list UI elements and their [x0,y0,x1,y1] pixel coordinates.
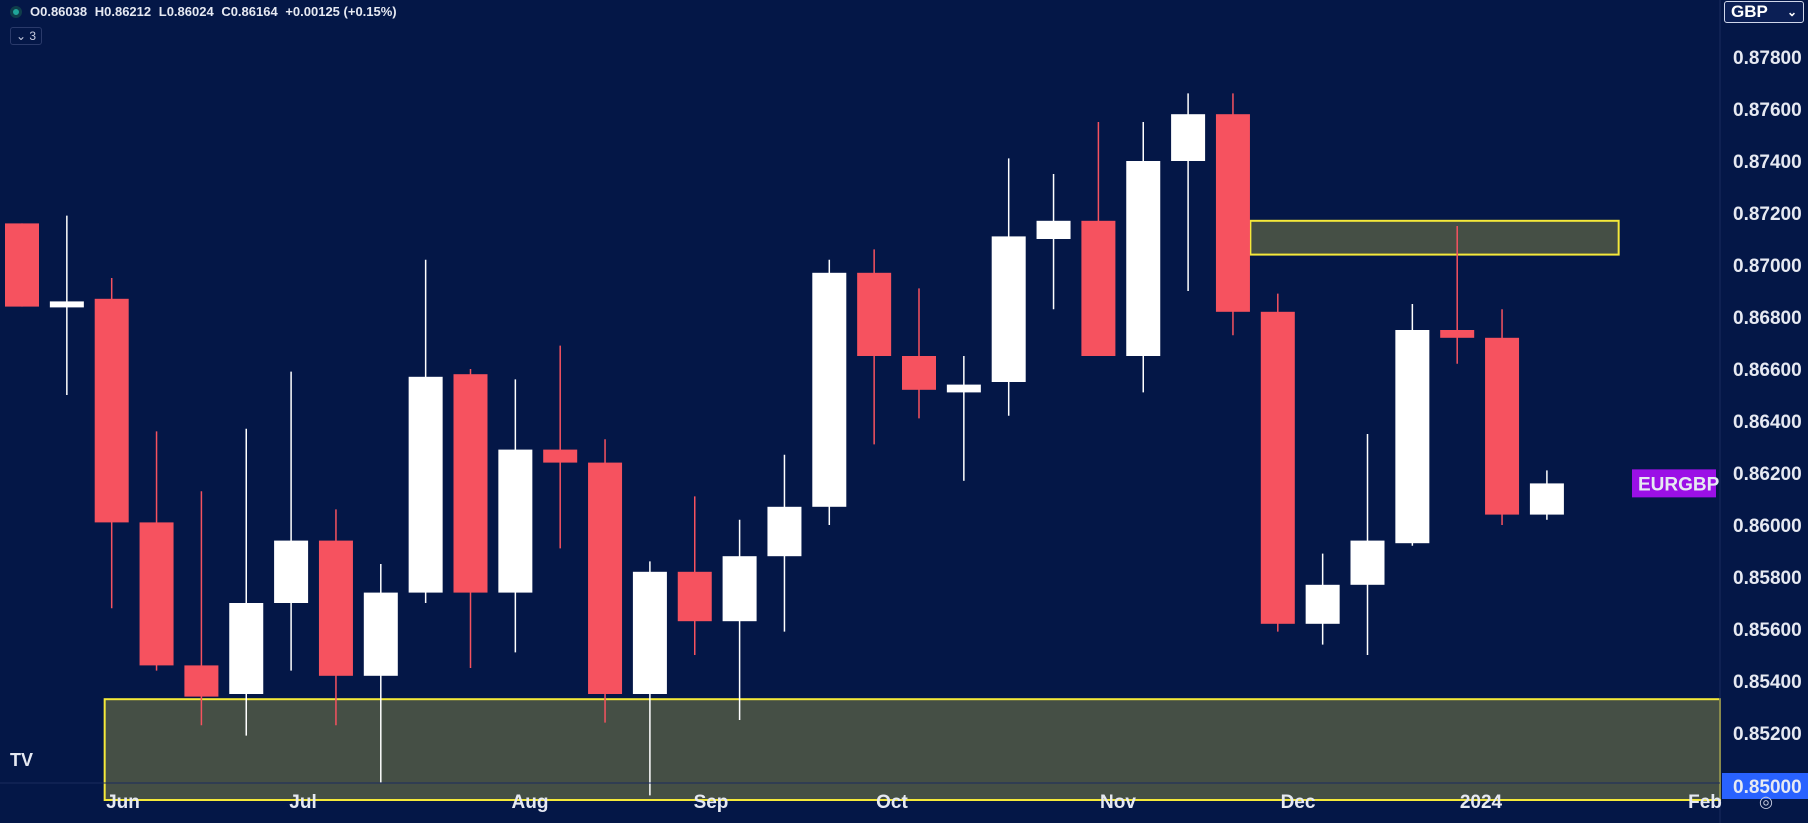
candle-body[interactable] [1260,311,1295,624]
chevron-down-icon: ⌄ [1786,5,1797,19]
x-tick-label: Nov [1100,792,1136,813]
chevron-down-icon: ⌄ [16,29,27,43]
candle-body[interactable] [94,298,129,523]
candle-body[interactable] [1171,114,1206,161]
y-tick-label: 0.87000 [1733,256,1802,277]
candle-body[interactable] [1485,337,1520,515]
support-zone[interactable] [103,698,1721,802]
y-tick-label: 0.87600 [1733,100,1802,121]
currency-label: GBP [1731,2,1768,21]
open-value: O0.86038 [30,4,88,19]
y-tick-label: 0.85600 [1733,620,1802,641]
y-tick-label: 0.86800 [1733,308,1802,329]
candle-body[interactable] [184,665,219,697]
resistance-zone[interactable] [1249,219,1620,256]
candle-body[interactable] [1215,114,1250,312]
indicators-toggle[interactable]: ⌄ 3 [10,27,43,45]
x-tick-label: Feb [1688,792,1722,813]
candle-body[interactable] [318,540,353,676]
tradingview-logo-icon: TV [10,750,34,770]
candle-body[interactable] [1350,540,1385,585]
indicators-count: 3 [29,29,37,43]
x-tick-label: Sep [694,792,729,813]
x-tick-label: Oct [876,792,908,813]
candle-body[interactable] [946,384,981,393]
candle-body[interactable] [1126,161,1161,356]
candle-body[interactable] [1305,584,1340,624]
candle-body[interactable] [1395,330,1430,544]
candle-body[interactable] [812,272,847,507]
x-tick-label: Aug [512,792,549,813]
y-tick-label: 0.87800 [1733,48,1802,69]
y-tick-label: 0.87400 [1733,152,1802,173]
candle-body[interactable] [902,356,936,390]
candle-body[interactable] [722,556,757,622]
candle-body[interactable] [1036,220,1071,239]
candle-body[interactable] [1081,220,1116,356]
x-tick-label: Jun [106,792,140,813]
currency-selector[interactable]: GBP ⌄ [1724,1,1804,23]
candle-body[interactable] [498,449,533,593]
candle-body[interactable] [139,522,174,666]
ohlc-header: O0.86038 H0.86212 L0.86024 C0.86164 +0.0… [10,4,401,19]
y-tick-label: 0.86400 [1733,412,1802,433]
y-tick-label: 0.86600 [1733,360,1802,381]
candle-body[interactable] [49,301,84,308]
high-value: H0.86212 [94,4,152,19]
candle-body[interactable] [229,603,264,694]
candle-body[interactable] [408,376,443,593]
current-price-label: 0.85000 [1733,777,1802,798]
candle-body[interactable] [5,223,39,307]
change-value: +0.00125 (+0.15%) [285,4,397,19]
symbol-badge [1632,469,1716,498]
y-tick-label: 0.86200 [1733,464,1802,485]
candle-body[interactable] [632,571,667,694]
candle-body[interactable] [767,506,802,557]
candle-body[interactable] [1529,483,1564,515]
candle-body[interactable] [1440,330,1475,338]
candle-body[interactable] [588,462,623,694]
x-tick-label: Jul [289,792,316,813]
y-tick-label: 0.85200 [1733,724,1802,745]
candle-body[interactable] [543,449,578,463]
candle-body[interactable] [677,571,712,622]
symbol-label: EURGBP [1638,474,1720,495]
x-tick-label: Dec [1281,792,1316,813]
candle-body[interactable] [453,374,488,593]
low-value: L0.86024 [158,4,214,19]
current-price-badge [1722,773,1808,799]
settings-icon[interactable]: ◎ [1759,794,1773,811]
close-value: C0.86164 [221,4,278,19]
candle-body[interactable] [363,592,398,676]
candle-body[interactable] [274,540,309,603]
y-tick-label: 0.85400 [1733,672,1802,693]
market-status-icon [10,5,22,18]
x-tick-label: 2024 [1460,792,1503,813]
candle-body[interactable] [991,236,1026,382]
candle-body[interactable] [857,272,892,356]
y-tick-label: 0.85800 [1733,568,1802,589]
y-tick-label: 0.86000 [1733,516,1802,537]
y-tick-label: 0.87200 [1733,204,1802,225]
